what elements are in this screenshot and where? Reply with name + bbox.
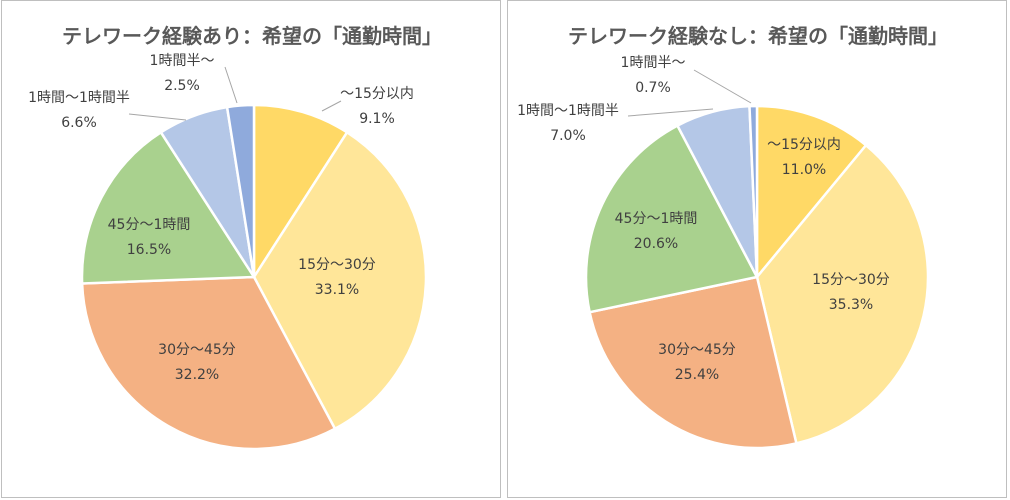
slice-value-label: 2.5% <box>164 78 200 94</box>
slice-value-label: 9.1% <box>359 111 395 127</box>
pie-chart-without-telework: テレワーク経験なし：希望の「通勤時間」 ～15分以内 11.0% 15分～30分 35… <box>517 24 948 450</box>
slice-value-label: 35.3% <box>829 297 873 313</box>
slice-value-label: 0.7% <box>635 80 671 96</box>
slice-category-label: 15分～30分 <box>812 272 890 288</box>
slice-category-label: 1時間～1時間半 <box>28 90 130 106</box>
slice-value-label: 20.6% <box>634 236 678 252</box>
slice-category-label: 15分～30分 <box>298 257 376 273</box>
slice-category-label: 30分～45分 <box>658 342 736 358</box>
slice-category-label: ～15分以内 <box>767 137 841 153</box>
slice-value-label: 6.6% <box>61 115 97 131</box>
pie-slice <box>252 130 428 431</box>
pie-slice <box>80 275 337 451</box>
leader-line <box>224 66 238 104</box>
leader-line <box>627 108 714 117</box>
slice-category-label: 1時間～1時間半 <box>517 103 619 119</box>
slice-category-label: ～15分以内 <box>340 86 414 102</box>
slice-value-label: 11.0% <box>782 162 826 178</box>
pie-chart-with-telework: テレワーク経験あり：希望の「通勤時間」 ～15分以内 9.1% 15分～30分 33.… <box>28 24 442 451</box>
slice-category-label: 45分～1時間 <box>615 211 698 227</box>
pie-slice <box>80 130 257 285</box>
chart-title: テレワーク経験あり：希望の「通勤時間」 <box>62 24 442 48</box>
pie-slices <box>80 103 428 451</box>
slice-value-label: 7.0% <box>550 128 586 144</box>
leader-line <box>693 69 752 104</box>
leader-line <box>128 113 187 121</box>
slice-value-label: 16.5% <box>127 242 171 258</box>
slice-category-label: 30分～45分 <box>158 342 236 358</box>
leader-line <box>321 100 342 112</box>
chart-title: テレワーク経験なし：希望の「通勤時間」 <box>568 24 948 48</box>
chart-panel-with-telework: テレワーク経験あり：希望の「通勤時間」 ～15分以内 9.1% 15分～30分 33.… <box>1 0 501 498</box>
slice-category-label: 45分～1時間 <box>108 217 191 233</box>
slice-value-label: 25.4% <box>675 367 719 383</box>
slice-category-label: 1時間半～ <box>621 55 686 71</box>
pie-slices <box>584 104 930 450</box>
slice-value-label: 32.2% <box>175 367 219 383</box>
pie-slice <box>748 104 759 278</box>
pie-slice <box>225 103 256 278</box>
pie-slice <box>755 104 868 281</box>
pie-slice <box>584 123 759 314</box>
pie-slice <box>252 103 349 282</box>
slice-value-label: 33.1% <box>315 282 359 298</box>
pie-slice <box>588 275 798 450</box>
chart-panel-without-telework: テレワーク経験なし：希望の「通勤時間」 ～15分以内 11.0% 15分～30分 35… <box>507 0 1007 498</box>
slice-category-label: 1時間半～ <box>150 53 215 69</box>
pie-slice <box>755 143 930 445</box>
